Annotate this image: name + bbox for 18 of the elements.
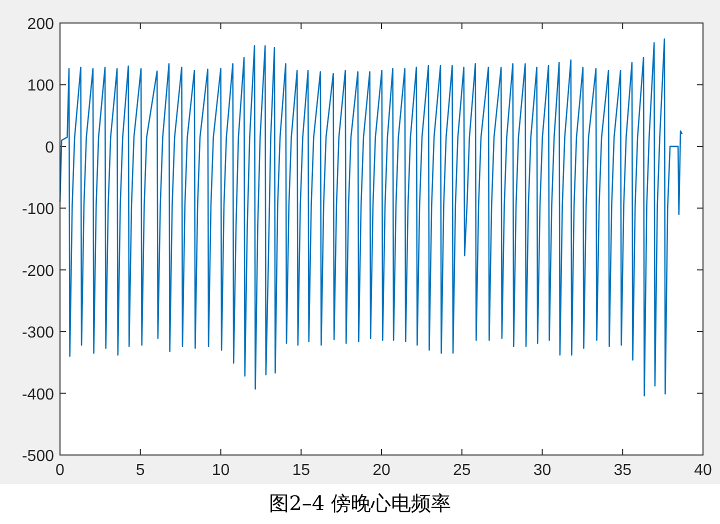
x-tick-label: 15 <box>292 462 310 479</box>
y-tick-label: -200 <box>22 262 54 280</box>
x-tick-label: 35 <box>614 462 632 479</box>
x-tick-label: 40 <box>694 462 712 479</box>
y-tick-label: 0 <box>45 139 54 156</box>
y-tick-label: -500 <box>22 448 54 465</box>
x-tick-label: 20 <box>372 462 390 479</box>
y-tick-label: 100 <box>27 78 54 95</box>
x-tick-label: 25 <box>452 462 471 479</box>
caption: 图2–4 傍晚心电频率 <box>269 491 451 515</box>
y-tick-label: -300 <box>22 324 54 342</box>
x-tick-label: 5 <box>136 462 145 479</box>
x-tick-label: 10 <box>212 462 230 479</box>
x-tick-label: 30 <box>533 462 552 479</box>
y-tick-label: -400 <box>22 386 54 404</box>
x-tick-label: 0 <box>56 462 65 479</box>
y-tick-label: 200 <box>27 16 54 33</box>
y-tick-label: -100 <box>22 201 54 218</box>
